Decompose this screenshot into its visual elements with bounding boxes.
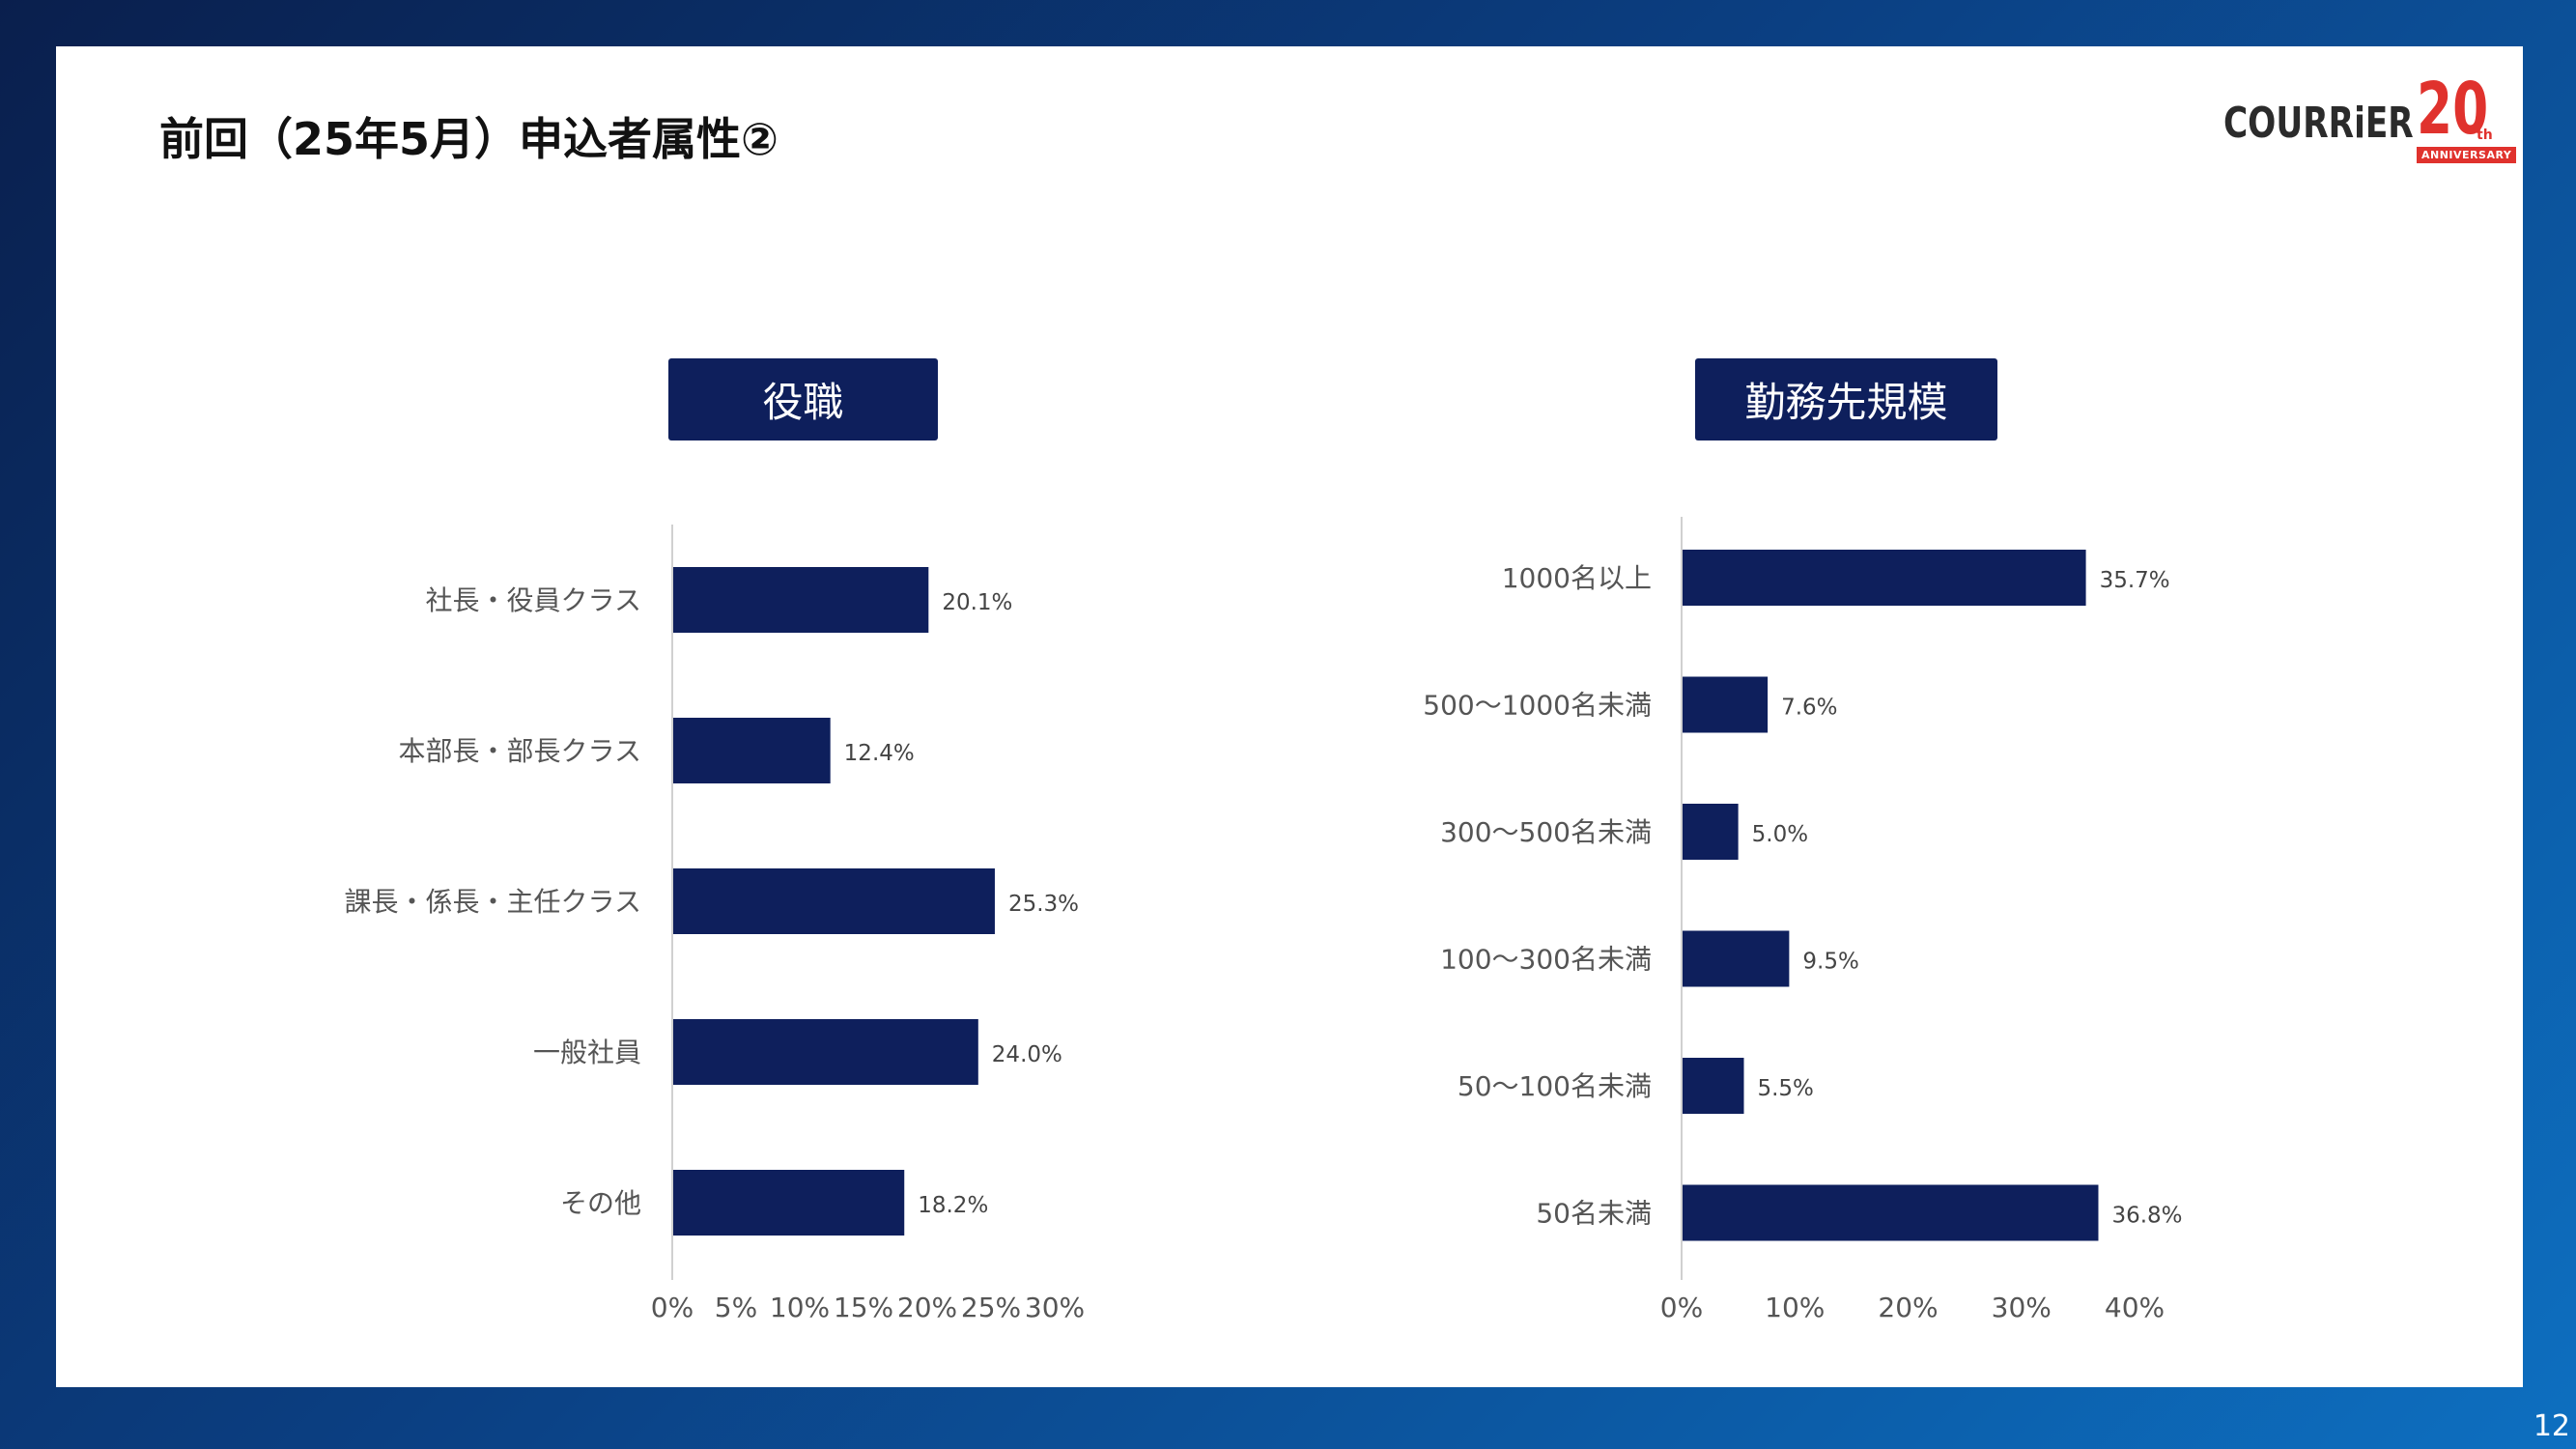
chart2-title-box: 勤務先規模: [1695, 358, 1997, 440]
chart1-x-tick-label: 30%: [1025, 1292, 1085, 1323]
chart1-category-label: 一般社員: [533, 1037, 641, 1068]
chart2-bar: [1683, 930, 1790, 987]
chart1-x-tick-label: 10%: [770, 1292, 830, 1323]
chart1-data-label: 24.0%: [992, 1042, 1062, 1067]
chart1-x-tick-label: 25%: [961, 1292, 1021, 1323]
chart2-x-tick-label: 20%: [1878, 1292, 1938, 1323]
chart2-bar: [1683, 550, 2086, 606]
chart2-bar: [1683, 676, 1769, 733]
chart1-data-label: 25.3%: [1008, 892, 1079, 917]
chart1-data-label: 20.1%: [942, 590, 1012, 615]
chart1-bar: [673, 567, 929, 633]
logo-anniversary-number: 20: [2417, 68, 2489, 151]
chart2-data-label: 5.5%: [1757, 1076, 1813, 1101]
chart1-bar: [673, 1170, 905, 1236]
chart1-category-label: 社長・役員クラス: [426, 584, 641, 616]
courrier-logo: COURRiER 20 th ANNIVERSARY: [2223, 58, 2517, 174]
chart2-category-label: 50名未満: [1536, 1198, 1652, 1230]
chart2-data-label: 5.0%: [1752, 822, 1808, 847]
chart1-bar: [673, 868, 995, 934]
page-number: 12: [2533, 1409, 2570, 1443]
chart1-data-label: 12.4%: [844, 741, 915, 766]
chart1-data-label: 18.2%: [918, 1193, 988, 1218]
chart2-data-label: 35.7%: [2100, 568, 2170, 593]
chart2-bar: [1683, 1184, 2099, 1241]
chart2-x-tick-label: 10%: [1765, 1292, 1825, 1323]
chart2-data-label: 9.5%: [1802, 950, 1858, 975]
chart1-category-label: 本部長・部長クラス: [399, 735, 641, 767]
chart2-bar: [1683, 804, 1739, 860]
page-title: 前回（25年5月）申込者属性②: [159, 113, 778, 165]
chart1-x-tick-label: 20%: [897, 1292, 957, 1323]
chart2-category-label: 50〜100名未満: [1458, 1070, 1652, 1102]
slide: [56, 46, 2523, 1387]
chart2-x-tick-label: 40%: [2105, 1292, 2165, 1323]
chart2-data-label: 7.6%: [1781, 696, 1837, 721]
chart1-x-tick-label: 5%: [715, 1292, 757, 1323]
logo-wordmark: COURRiER: [2223, 99, 2414, 148]
chart2-bar: [1683, 1058, 1744, 1114]
chart1-bar: [673, 718, 831, 783]
chart1-category-label: その他: [560, 1187, 641, 1219]
chart2-category-label: 300〜500名未満: [1440, 816, 1652, 848]
logo-anniversary-label: ANNIVERSARY: [2417, 147, 2517, 163]
chart1-x-tick-label: 15%: [834, 1292, 893, 1323]
chart1-category-label: 課長・係長・主任クラス: [345, 886, 641, 918]
chart2-category-label: 500〜1000名未満: [1423, 690, 1652, 722]
chart1-title-box: 役職: [668, 358, 938, 440]
chart2-category-label: 1000名以上: [1502, 562, 1652, 594]
chart2-x-tick-label: 0%: [1660, 1292, 1703, 1323]
chart1-x-tick-label: 0%: [651, 1292, 694, 1323]
chart2-data-label: 36.8%: [2111, 1204, 2182, 1229]
logo-anniversary-suffix: th: [2477, 128, 2493, 143]
chart2-category-label: 100〜300名未満: [1440, 944, 1652, 976]
chart2-x-tick-label: 30%: [1992, 1292, 2052, 1323]
chart1-bar: [673, 1019, 978, 1085]
